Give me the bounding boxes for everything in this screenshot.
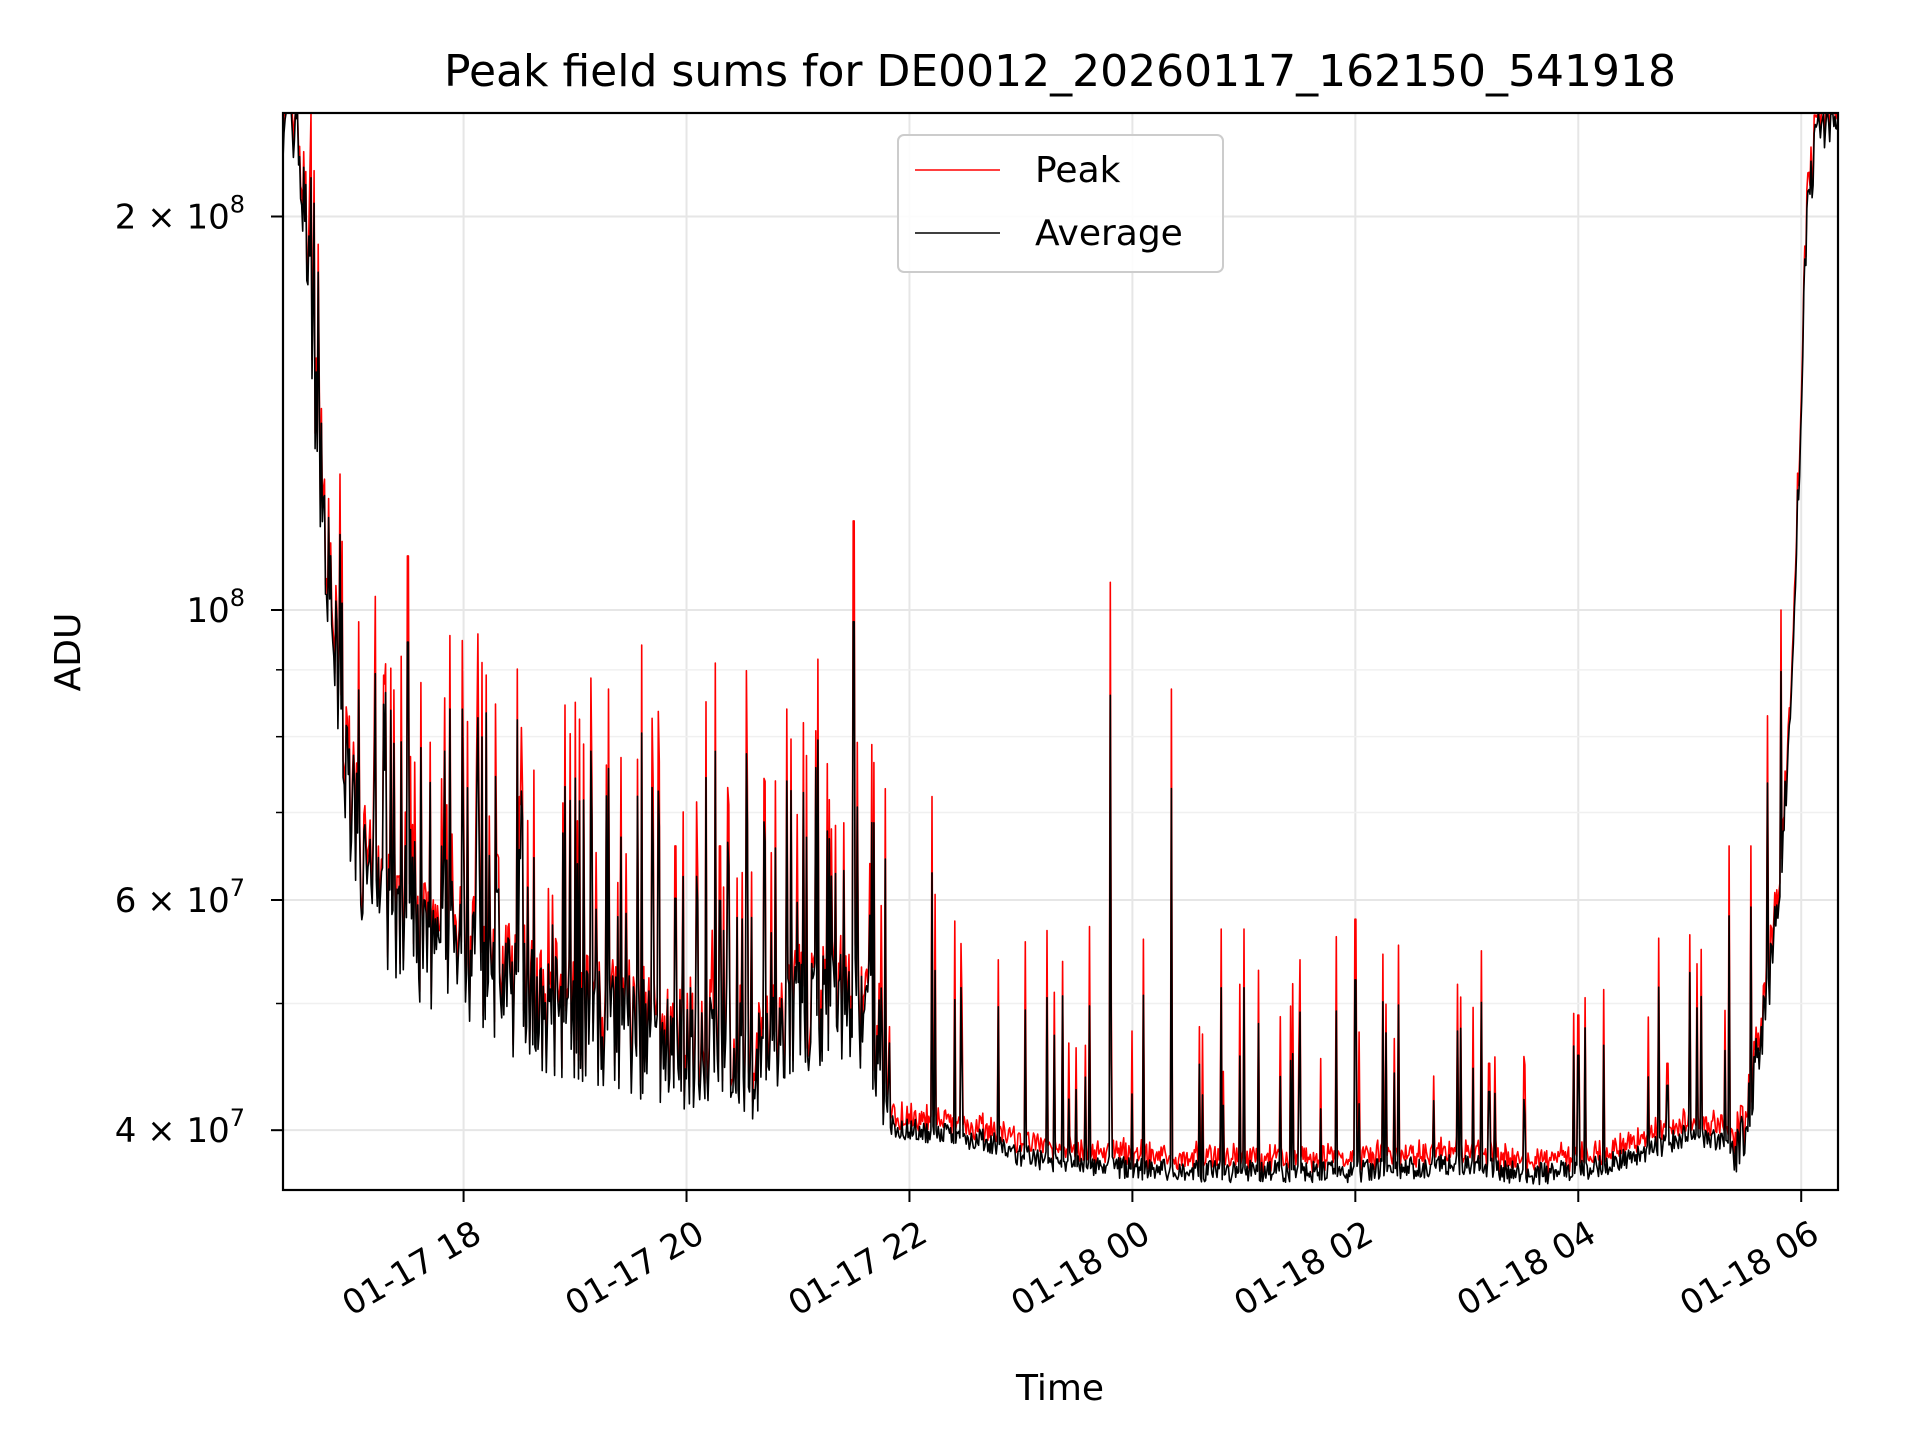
plot-layer [283,113,1838,1186]
x-axis-label: Time [1015,1368,1104,1409]
chart-title: Peak field sums for DE0012_20260117_1621… [444,46,1676,97]
plot-frame [281,111,1840,1192]
series-line-average [283,113,1838,1186]
y-tick-label: 6 × 107 [115,874,245,921]
y-tick-label: 4 × 107 [115,1104,245,1151]
y-tick-label: 2 × 108 [115,191,245,238]
legend: Peak Average [897,134,1224,273]
legend-average-label: Average [1035,213,1183,254]
y-tick-label: 108 [186,584,245,631]
legend-peak-label: Peak [1035,150,1121,191]
y-axis-label: ADU [48,613,89,692]
